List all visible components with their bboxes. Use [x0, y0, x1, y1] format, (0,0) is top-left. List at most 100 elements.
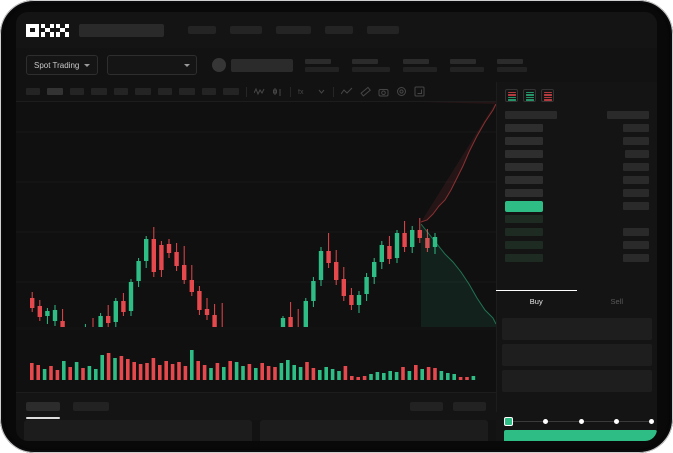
nav-item-3[interactable]: [276, 26, 311, 34]
orderbook-ask-qty: [623, 124, 649, 132]
nav-item-5[interactable]: [367, 26, 399, 34]
price-field[interactable]: [502, 318, 652, 340]
volume-bar: [151, 358, 156, 380]
orderbook-ask-row[interactable]: [505, 136, 649, 146]
total-field[interactable]: [502, 370, 652, 392]
orderbook-mode-bids[interactable]: [523, 89, 536, 102]
volume-bar: [42, 369, 47, 380]
market-stat-value: [450, 66, 485, 72]
orderbook-bid-price: [505, 254, 543, 262]
market-type-dropdown[interactable]: Spot Trading: [26, 55, 99, 75]
logo-glyph-x: [56, 23, 69, 37]
volume-bar: [100, 355, 104, 380]
volume-bar: [164, 361, 168, 380]
orderbook-bid-row[interactable]: [505, 240, 649, 250]
okx-logo[interactable]: [26, 23, 69, 37]
orders-actions: [410, 402, 486, 411]
nav-item-1[interactable]: [188, 26, 216, 34]
ruler-icon[interactable]: [360, 86, 371, 97]
timeframe-5m[interactable]: [47, 88, 63, 95]
orderbook-ask-row[interactable]: [505, 123, 649, 133]
orderbook-mode-bar: [507, 91, 516, 93]
volume-bar: [209, 368, 213, 380]
nav-item-2[interactable]: [230, 26, 262, 34]
timeframe-30m[interactable]: [91, 88, 107, 95]
price-chart[interactable]: [16, 102, 496, 327]
bottom-action-1[interactable]: [410, 402, 443, 411]
bottom-card-2[interactable]: [260, 420, 488, 441]
orderbook-mode-bar: [543, 99, 552, 101]
timeframe-1w[interactable]: [179, 88, 195, 95]
buy-tab[interactable]: Buy: [496, 290, 577, 312]
search-input[interactable]: [79, 23, 164, 37]
bottom-tab-order-history[interactable]: [73, 402, 109, 411]
orderbook-header-row: [505, 110, 649, 120]
bottom-tab-open-orders[interactable]: [26, 402, 60, 419]
chevron-down-icon[interactable]: [317, 87, 326, 96]
candle-body: [113, 301, 118, 322]
orderbook-bid-row[interactable]: [505, 253, 649, 263]
volume-bar: [330, 369, 335, 380]
line-chart-icon[interactable]: [254, 87, 265, 96]
timeframe-1m[interactable]: [26, 88, 40, 95]
timeframe-15m[interactable]: [70, 88, 84, 95]
depth-ask-area: [421, 102, 496, 222]
volume-bar: [362, 376, 367, 380]
settings-icon[interactable]: [396, 86, 407, 97]
trendline-icon[interactable]: [341, 87, 353, 96]
candlestick-icon[interactable]: [272, 87, 283, 96]
step-1[interactable]: [504, 417, 513, 426]
candle-body: [379, 245, 384, 262]
market-type-label: Spot Trading: [34, 60, 80, 70]
orderbook-bid-row[interactable]: [505, 214, 649, 224]
timeframe-1M[interactable]: [202, 88, 216, 95]
step-3[interactable]: [578, 419, 584, 424]
market-stat-value: [352, 66, 391, 72]
candle-body: [318, 251, 324, 280]
orderbook-ask-qty: [623, 176, 649, 184]
candle-body: [106, 316, 111, 323]
submit-order-button[interactable]: [504, 430, 657, 441]
bottom-action-2[interactable]: [453, 402, 486, 411]
timeframe-1d[interactable]: [158, 88, 172, 95]
orderbook-ask-row[interactable]: [505, 188, 649, 198]
timeframe-1h[interactable]: [114, 88, 128, 95]
volume-bar: [74, 362, 79, 380]
step-5[interactable]: [649, 419, 654, 424]
orderbook-mode-asks[interactable]: [541, 89, 554, 102]
sell-tab[interactable]: Sell: [577, 290, 658, 312]
volume-bar: [222, 367, 226, 380]
volume-bar: [433, 368, 437, 380]
candle-body: [151, 239, 156, 272]
indicator-icon[interactable]: fx: [298, 87, 310, 96]
orderbook-ask-qty: [623, 163, 649, 171]
fullscreen-icon[interactable]: [414, 86, 425, 97]
orderbook-ask-row[interactable]: [505, 149, 649, 159]
orderbook-spread-value: [505, 200, 543, 212]
bottom-card-1[interactable]: [24, 420, 252, 441]
orderbook-bid-row[interactable]: [505, 227, 649, 237]
camera-icon[interactable]: [378, 87, 389, 97]
logo-glyph-o: [26, 23, 39, 37]
volume-bar: [119, 356, 124, 380]
orderbook-ask-row[interactable]: [505, 162, 649, 172]
candle-body: [280, 318, 286, 327]
pair-select[interactable]: [107, 55, 198, 75]
nav-item-4[interactable]: [325, 26, 353, 34]
step-2[interactable]: [543, 419, 549, 424]
amount-field[interactable]: [502, 344, 652, 366]
volume-chart[interactable]: [16, 330, 496, 392]
step-4[interactable]: [613, 419, 619, 424]
candle-body: [182, 265, 187, 280]
app-screen: Spot Trading fx: [16, 12, 657, 441]
volume-bar: [356, 377, 360, 380]
timeframe-more[interactable]: [223, 88, 239, 95]
pair-name-label: [231, 58, 294, 72]
buy-tab-label: Buy: [529, 297, 543, 306]
candle-body: [189, 280, 194, 292]
candle-body: [121, 301, 126, 312]
orderbook-qty-header: [607, 111, 649, 119]
orderbook-ask-row[interactable]: [505, 175, 649, 185]
orderbook-mode-both[interactable]: [505, 89, 518, 102]
timeframe-4h[interactable]: [135, 88, 151, 95]
